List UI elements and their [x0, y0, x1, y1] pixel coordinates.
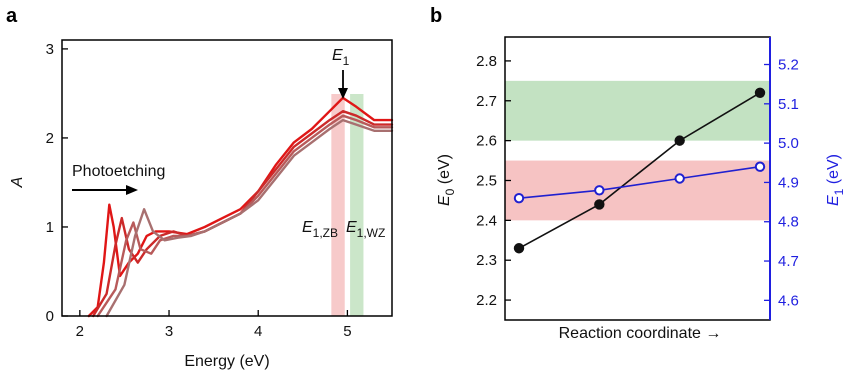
- chart-b-series-line-0: [518, 92, 761, 250]
- chart-b-point-e0: [594, 199, 605, 210]
- chart-b-ytick-left-label: 2.3: [476, 252, 497, 269]
- chart-b-point-e1: [674, 173, 685, 184]
- chart-b-point-e0: [513, 243, 525, 254]
- chart-b-series-line-1: [518, 165, 761, 199]
- chart-b-ytick-right-label: 5.1: [778, 96, 799, 113]
- chart-a-xtick-label: 2: [76, 323, 84, 340]
- chart-b-ytick-left-label: 2.6: [476, 133, 497, 150]
- e1-label: E1: [332, 47, 350, 68]
- chart-b-band-1: [505, 160, 770, 221]
- chart-b: 2.2 2.3 2.4 2.5 2.6 2.7 2.8 4.6 4.7 4.8 4.9 5.0 5.1 5…: [436, 36, 846, 342]
- chart-b-ylabel-right: E1 (eV): [825, 154, 846, 206]
- chart-b-ylabel-left: E0 (eV): [436, 154, 457, 206]
- chart-a-ytick-label: 1: [46, 219, 54, 236]
- chart-b-xlabel: Reaction coordinate →: [559, 325, 722, 342]
- chart-b-ytick-left-label: 2.8: [476, 53, 497, 70]
- chart-b-point-e1: [513, 192, 525, 204]
- chart-a-band-0: [331, 94, 345, 316]
- chart-a-xtick-label: 3: [165, 323, 173, 340]
- chart-b-ytick-right-label: 5.2: [778, 57, 799, 74]
- chart-a-series-3: [105, 118, 394, 318]
- chart-b-ytick-right-label: 4.6: [778, 292, 799, 309]
- photoetching-label: Photoetching: [72, 163, 165, 180]
- chart-a: 2 3 4 5 0 1 2 3 Energy (eV) A Photoetching E1 E…: [9, 39, 394, 370]
- chart-a-series-0: [87, 96, 394, 318]
- chart-a-ytick-label: 2: [46, 130, 54, 147]
- chart-b-point-e0: [754, 87, 766, 99]
- chart-b-ytick-left-label: 2.5: [476, 172, 497, 189]
- chart-b-ytick-left-label: 2.4: [476, 212, 497, 229]
- chart-a-ytick-label: 0: [46, 308, 54, 325]
- e1wz-label: E1,WZ: [346, 219, 385, 240]
- chart-b-ytick-right-label: 4.8: [778, 214, 799, 231]
- e1-arrow: [338, 70, 348, 99]
- chart-a-band-1: [350, 94, 364, 316]
- chart-b-point-e1: [754, 161, 766, 172]
- panel-label-b: b: [430, 5, 442, 27]
- photoetching-arrow: [72, 185, 138, 195]
- chart-b-ytick-right-label: 4.7: [778, 253, 799, 270]
- panel-label-a: a: [6, 5, 18, 27]
- chart-a-ytick-label: 3: [46, 41, 54, 58]
- chart-a-frame: [61, 39, 393, 317]
- chart-a-xlabel: Energy (eV): [184, 353, 269, 370]
- chart-a-series-1: [91, 109, 394, 318]
- chart-b-ytick-left-label: 2.2: [476, 292, 497, 309]
- chart-b-ytick-left-label: 2.7: [476, 93, 497, 110]
- chart-b-point-e0: [674, 135, 685, 146]
- chart-b-ytick-right-label: 4.9: [778, 174, 799, 191]
- chart-a-xtick-label: 5: [343, 323, 351, 340]
- chart-b-band-0: [505, 80, 770, 141]
- chart-a-xtick-label: 4: [254, 323, 262, 340]
- chart-b-ytick-right-label: 5.0: [778, 135, 799, 152]
- chart-a-ylabel: A: [9, 177, 26, 189]
- e1zb-label: E1,ZB: [302, 219, 338, 240]
- chart-b-point-e1: [594, 185, 605, 196]
